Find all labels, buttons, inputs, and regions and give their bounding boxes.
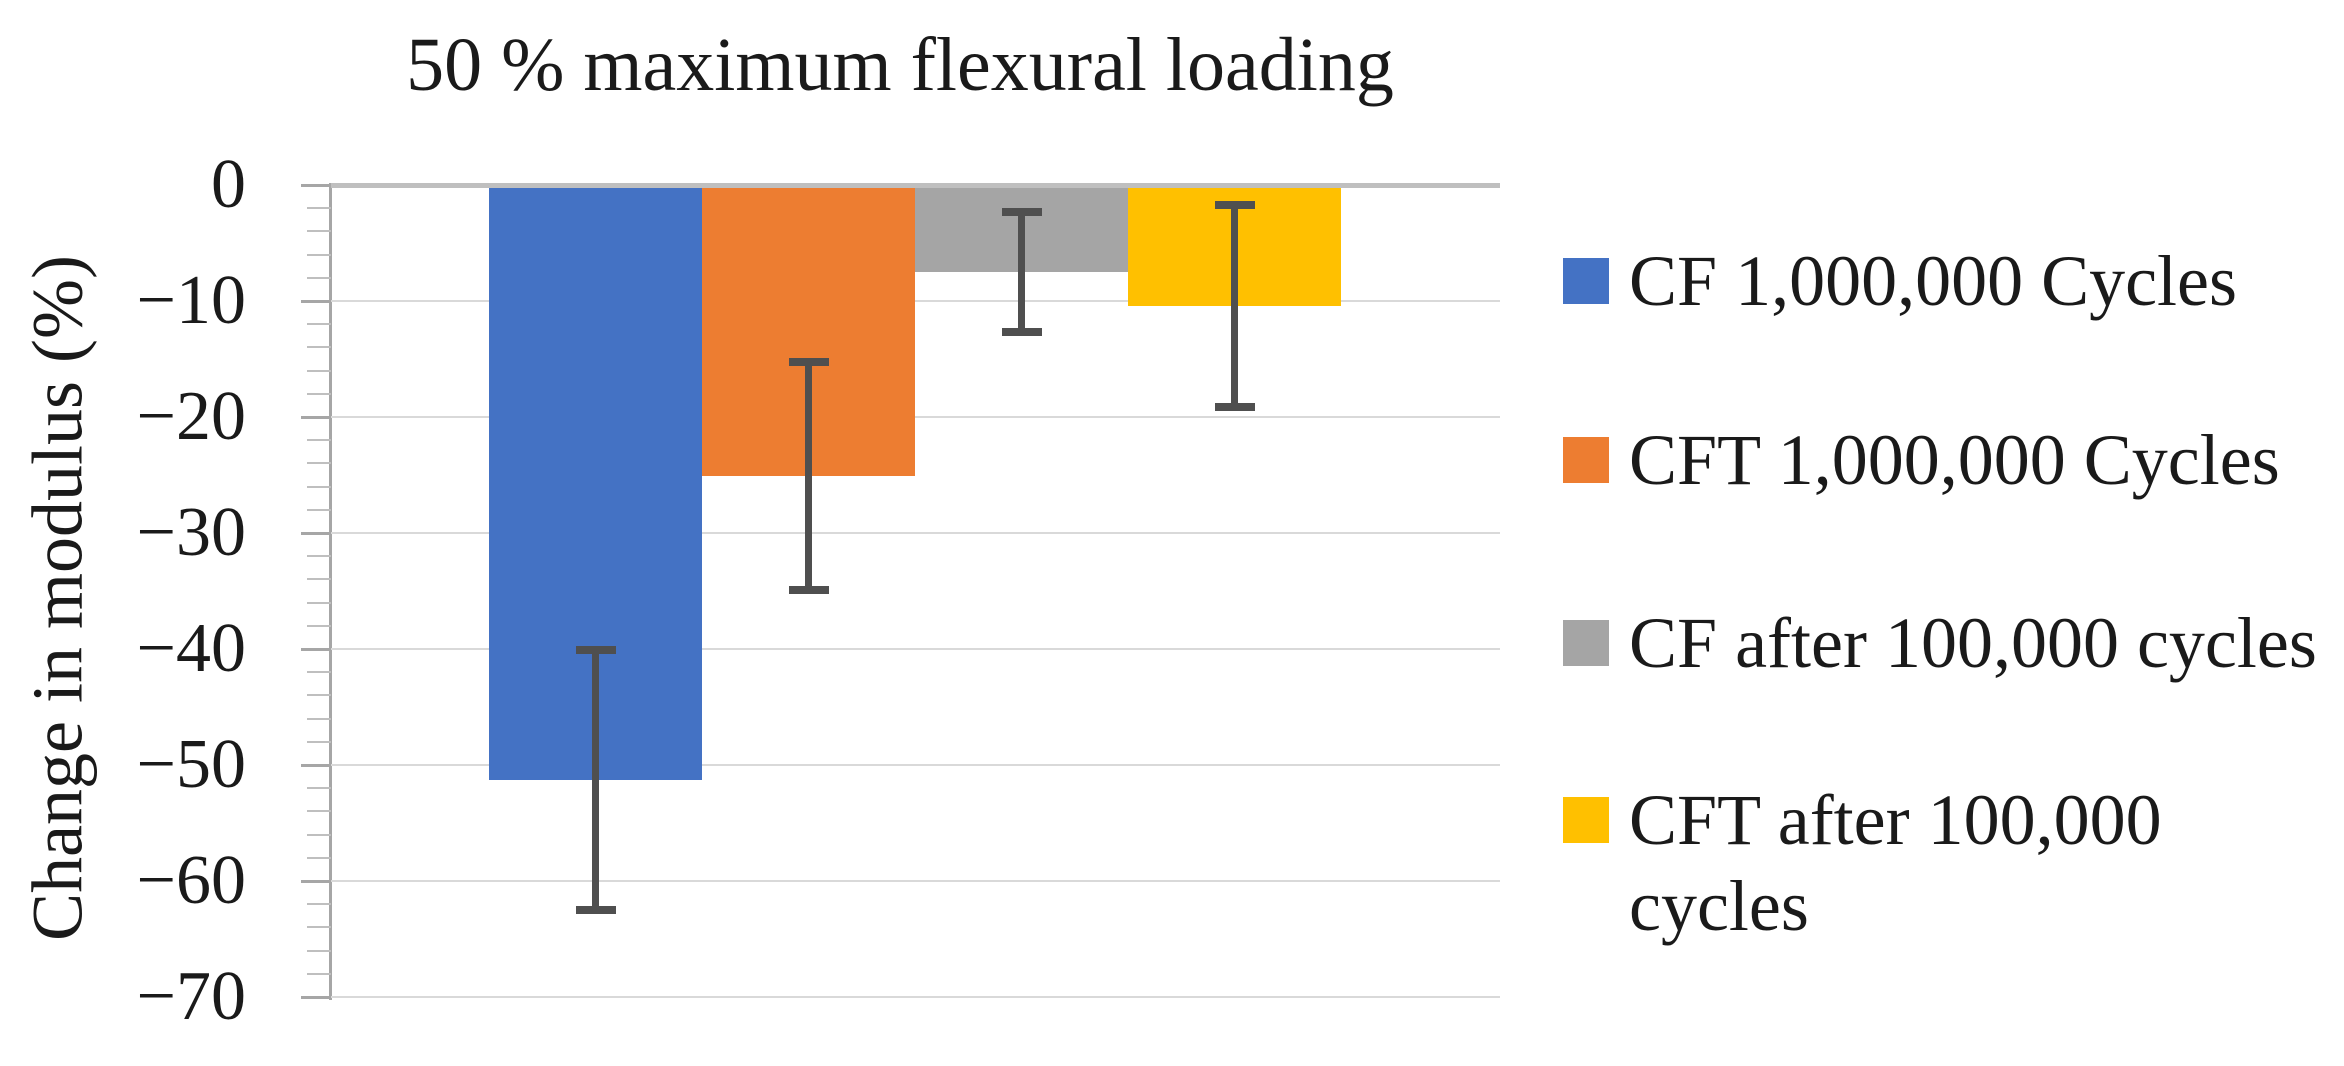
major-tick-y--10 <box>301 300 331 303</box>
y-tick-label-6: −60 <box>136 842 246 919</box>
error-bar-cft-1-000-000-cycles <box>805 362 812 590</box>
major-tick-y--20 <box>301 416 331 419</box>
legend-item-cf-1-000-000-cycles: CF 1,000,000 Cycles <box>1563 238 2237 324</box>
gridline-y--10 <box>331 300 1500 302</box>
major-tick-y--50 <box>301 764 331 767</box>
minor-tick-y--14 <box>307 346 331 349</box>
legend-item-cft-1-000-000-cycles: CFT 1,000,000 Cycles <box>1563 417 2280 503</box>
legend-label-cf-1-000-000-cycles: CF 1,000,000 Cycles <box>1629 241 2238 321</box>
minor-tick-y--16 <box>307 369 331 372</box>
minor-tick-y--56 <box>307 833 331 836</box>
minor-tick-y--34 <box>307 578 331 581</box>
major-tick-y--70 <box>301 996 331 999</box>
error-bar-cf-after-100-000-cycles <box>1018 211 1025 333</box>
y-tick-label-7: −70 <box>136 958 246 1035</box>
major-tick-y--60 <box>301 880 331 883</box>
minor-tick-y--6 <box>307 253 331 256</box>
y-tick-label-2: −20 <box>136 378 246 455</box>
gridline-y--30 <box>331 532 1500 534</box>
legend-item-cft-after-100-000-cycles: CFT after 100,000 cycles <box>1563 777 2162 949</box>
chart-title: 50 % maximum flexural loading <box>406 23 1394 107</box>
legend-swatch-cf-1-000-000-cycles <box>1563 258 1609 304</box>
legend-swatch-cft-after-100-000-cycles <box>1563 797 1609 843</box>
y-tick-label-0: 0 <box>211 146 246 223</box>
major-tick-y-0 <box>301 184 331 187</box>
legend-swatch-cf-after-100-000-cycles <box>1563 620 1609 666</box>
minor-tick-y--68 <box>307 972 331 975</box>
minor-tick-y--22 <box>307 439 331 442</box>
minor-tick-y--32 <box>307 555 331 558</box>
minor-tick-y--38 <box>307 624 331 627</box>
gridline-y--60 <box>331 880 1500 882</box>
minor-tick-y--44 <box>307 694 331 697</box>
error-bar-cft-after-100-000-cycles <box>1231 204 1238 407</box>
major-tick-y--30 <box>301 532 331 535</box>
minor-tick-y--2 <box>307 207 331 210</box>
zero-axis-line <box>331 183 1500 188</box>
y-tick-label-3: −30 <box>136 494 246 571</box>
gridline-y--40 <box>331 648 1500 650</box>
minor-tick-y--36 <box>307 601 331 604</box>
minor-tick-y--42 <box>307 671 331 674</box>
legend-label-cf-after-100-000-cycles: CF after 100,000 cycles <box>1629 603 2317 683</box>
minor-tick-y--64 <box>307 926 331 929</box>
error-bar-top-cap-cf-1-000-000-cycles <box>575 646 616 655</box>
minor-tick-y--8 <box>307 276 331 279</box>
legend-swatch-cft-1-000-000-cycles <box>1563 437 1609 483</box>
legend-item-cf-after-100-000-cycles: CF after 100,000 cycles <box>1563 600 2317 686</box>
minor-tick-y--4 <box>307 230 331 233</box>
error-bar-top-cap-cft-1-000-000-cycles <box>788 358 829 367</box>
y-axis-line <box>329 183 332 1000</box>
minor-tick-y--46 <box>307 717 331 720</box>
minor-tick-y--54 <box>307 810 331 813</box>
y-tick-label-4: −40 <box>136 610 246 687</box>
minor-tick-y--24 <box>307 462 331 465</box>
minor-tick-y--62 <box>307 903 331 906</box>
minor-tick-y--26 <box>307 485 331 488</box>
minor-tick-y--58 <box>307 856 331 859</box>
error-bar-bottom-cap-cf-1-000-000-cycles <box>575 906 616 914</box>
legend-label-cft-1-000-000-cycles: CFT 1,000,000 Cycles <box>1629 420 2280 500</box>
error-bar-bottom-cap-cf-after-100-000-cycles <box>1001 328 1042 337</box>
minor-tick-y--48 <box>307 740 331 743</box>
minor-tick-y--66 <box>307 949 331 952</box>
plot-area <box>331 183 1500 998</box>
minor-tick-y--18 <box>307 392 331 395</box>
y-tick-label-1: −10 <box>136 262 246 339</box>
gridline-y--20 <box>331 416 1500 418</box>
gridline-y--70 <box>331 996 1500 998</box>
error-bar-cf-1-000-000-cycles <box>592 650 599 910</box>
y-tick-label-5: −50 <box>136 726 246 803</box>
error-bar-bottom-cap-cft-after-100-000-cycles <box>1214 402 1255 411</box>
error-bar-top-cap-cft-after-100-000-cycles <box>1214 200 1255 209</box>
legend-label-cft-after-100-000-cycles: CFT after 100,000 cycles <box>1629 780 2162 946</box>
minor-tick-y--52 <box>307 787 331 790</box>
minor-tick-y--12 <box>307 323 331 326</box>
error-bar-bottom-cap-cft-1-000-000-cycles <box>788 585 829 594</box>
minor-tick-y--28 <box>307 508 331 511</box>
error-bar-top-cap-cf-after-100-000-cycles <box>1001 207 1042 216</box>
major-tick-y--40 <box>301 648 331 651</box>
gridline-y--50 <box>331 764 1500 766</box>
